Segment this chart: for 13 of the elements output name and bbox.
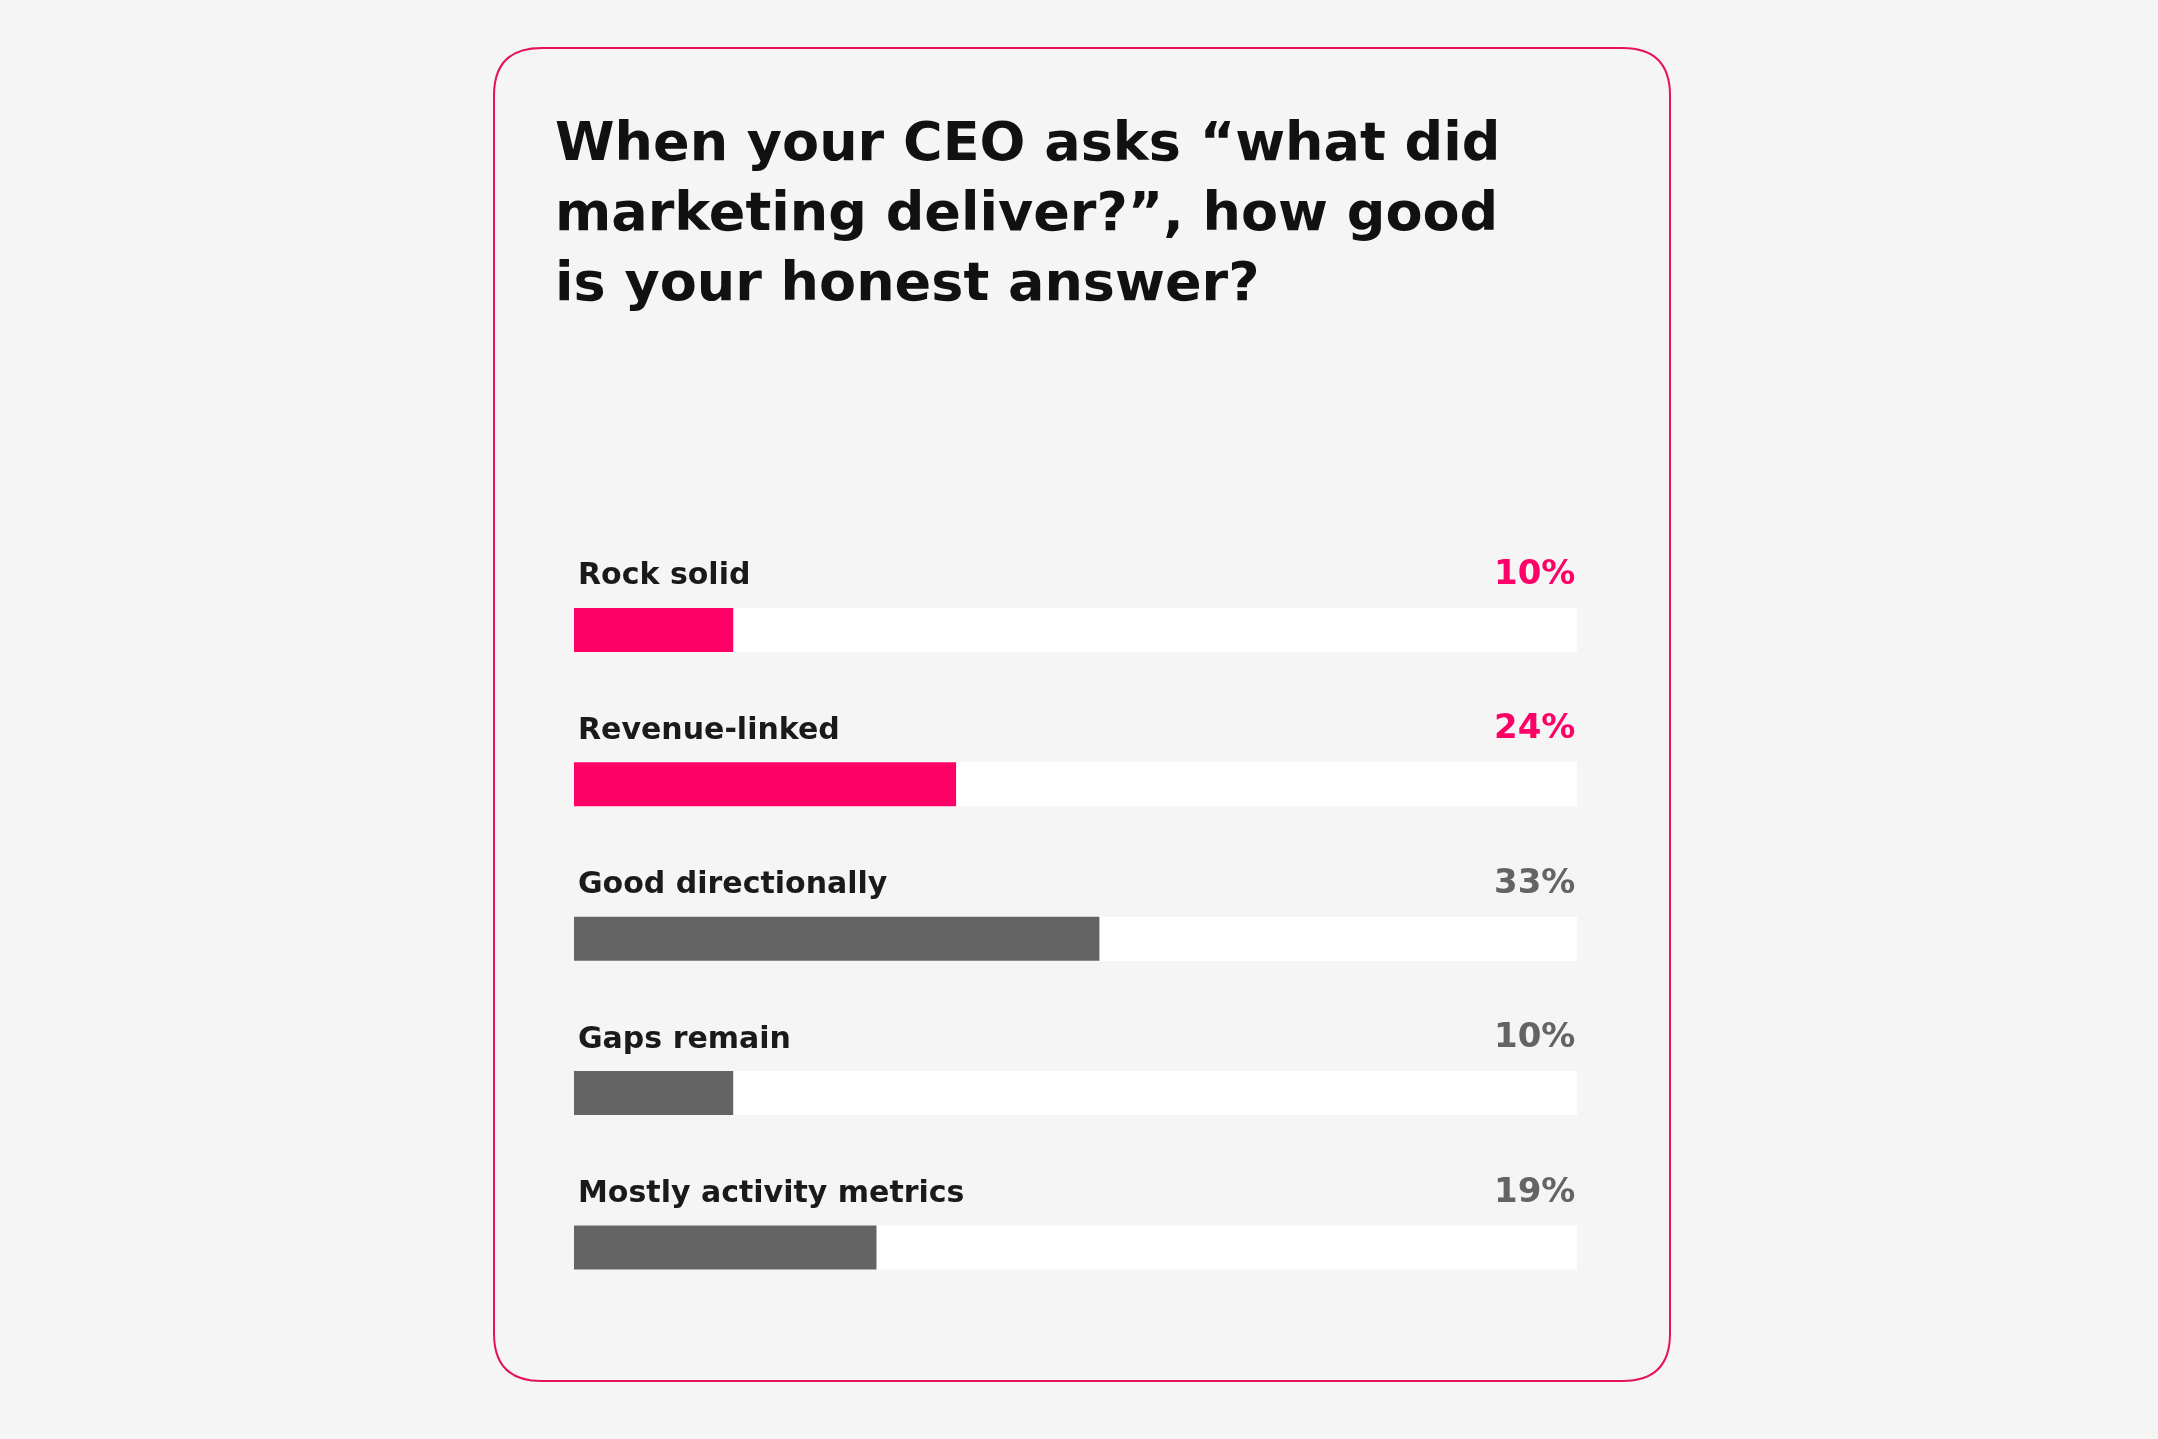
bar [574, 607, 734, 652]
chart-title: When your CEO asks “what did marketing deliver?”, how good is your honest answer? [555, 110, 1501, 314]
y-tick-label: Good directionally [578, 865, 888, 900]
bar [574, 1071, 734, 1116]
y-tick-label: Revenue-linked [578, 711, 840, 746]
y-tick-label: Gaps remain [578, 1020, 791, 1055]
data-label: 10% [1494, 552, 1576, 592]
data-label: 24% [1494, 706, 1576, 746]
data-label: 33% [1494, 861, 1576, 901]
data-label: 10% [1494, 1015, 1576, 1055]
data-label: 19% [1494, 1170, 1576, 1210]
y-tick-label: Mostly activity metrics [578, 1174, 965, 1209]
y-tick-label: Rock solid [578, 556, 751, 591]
